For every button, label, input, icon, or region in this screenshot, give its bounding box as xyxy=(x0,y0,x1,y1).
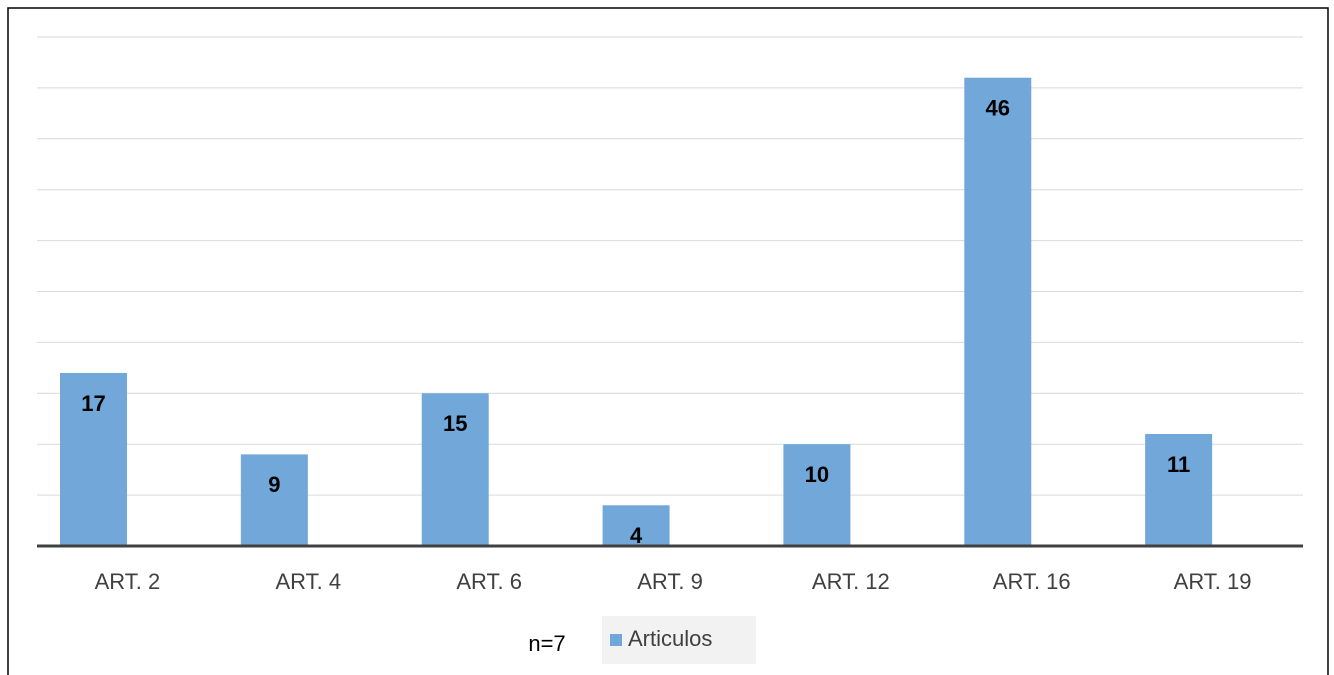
data-label: 9 xyxy=(268,472,280,497)
bar xyxy=(421,393,489,546)
x-tick-label: ART. 2 xyxy=(95,569,161,594)
data-label: 46 xyxy=(986,96,1010,121)
x-tick-label: ART. 16 xyxy=(993,569,1071,594)
bar xyxy=(964,77,1032,546)
x-tick-label: ART. 12 xyxy=(812,569,890,594)
bar xyxy=(60,372,127,546)
x-tick-label: ART. 19 xyxy=(1174,569,1252,594)
legend-box xyxy=(602,616,756,664)
legend-swatch xyxy=(610,634,622,646)
bar xyxy=(1145,434,1213,546)
legend-label: Articulos xyxy=(628,626,712,651)
data-label: 11 xyxy=(1167,452,1190,477)
data-label: 17 xyxy=(81,391,105,416)
chart-border xyxy=(7,7,1329,675)
bar xyxy=(783,444,851,546)
x-tick-label: ART. 4 xyxy=(275,569,341,594)
bar xyxy=(602,505,670,546)
x-tick-label: ART. 9 xyxy=(637,569,703,594)
data-label: 4 xyxy=(630,523,643,548)
bar xyxy=(240,454,308,546)
annotation: n=7 xyxy=(528,631,565,656)
x-tick-label: ART. 6 xyxy=(456,569,522,594)
data-label: 15 xyxy=(443,411,467,436)
data-label: 10 xyxy=(805,462,829,487)
